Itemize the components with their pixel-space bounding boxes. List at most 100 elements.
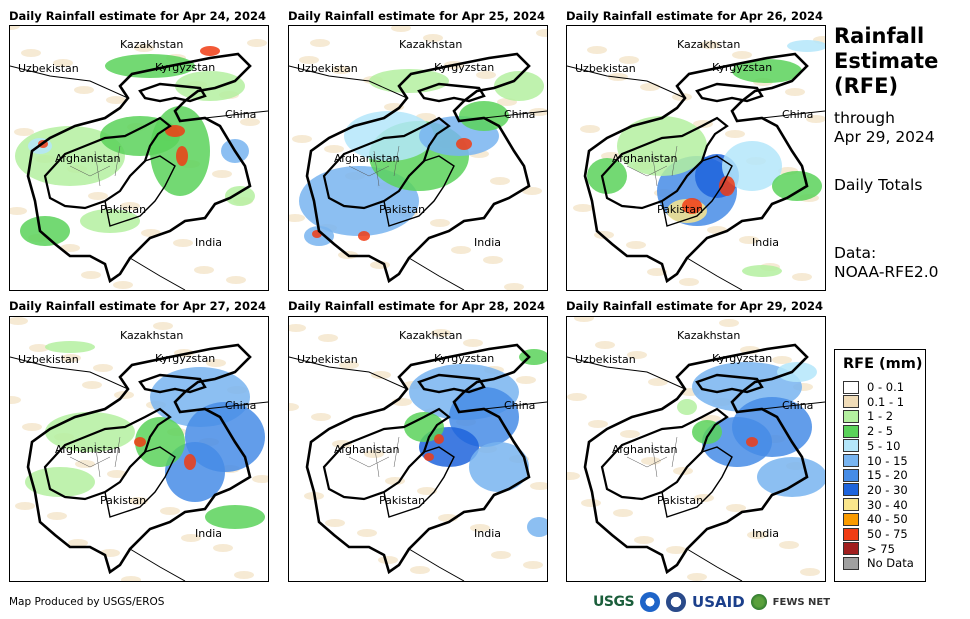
rain-cell <box>358 231 370 241</box>
drizzle-patch <box>53 59 73 67</box>
drizzle-patch <box>634 536 654 544</box>
drizzle-patch <box>247 39 267 47</box>
drizzle-patch <box>22 423 42 431</box>
legend-item: 1 - 2 <box>843 409 893 423</box>
side-data-source: NOAA-RFE2.0 <box>834 263 939 281</box>
drizzle-patch <box>719 319 739 327</box>
drizzle-patch <box>417 487 437 495</box>
label-china: China <box>782 399 813 412</box>
map-apr24: Kazakhstan Uzbekistan Kyrgyzstan China Afgha… <box>9 25 269 291</box>
drizzle-patch <box>476 71 496 79</box>
label-uzbekistan: Uzbekistan <box>297 62 358 75</box>
drizzle-patch <box>299 56 319 64</box>
rain-cell <box>722 141 782 191</box>
afghanistan-border <box>322 116 451 210</box>
legend-label: 30 - 40 <box>867 497 908 512</box>
label-uzbekistan: Uzbekistan <box>297 353 358 366</box>
province-border <box>69 145 121 187</box>
usaid-logo: USAID <box>692 593 745 611</box>
rain-cell <box>176 146 188 166</box>
province-border <box>626 145 678 187</box>
boundaries <box>10 52 268 290</box>
rain-cell <box>424 453 434 461</box>
rain-cell <box>469 442 529 492</box>
region-outline <box>26 52 252 284</box>
drizzle-patch <box>792 273 812 281</box>
map-canvas: Kazakhstan Uzbekistan Kyrgyzstan China Afgha… <box>289 324 547 581</box>
rain-cell <box>757 457 825 497</box>
usda-seal-icon <box>666 592 687 612</box>
legend-item: No Data <box>843 556 914 570</box>
label-uzbekistan: Uzbekistan <box>18 62 79 75</box>
drizzle-patch <box>252 475 268 483</box>
drizzle-patch <box>700 41 720 49</box>
rain-cell <box>225 186 255 206</box>
region-outline <box>583 343 809 575</box>
drizzle-patch <box>679 278 699 286</box>
drizzle-patch <box>15 502 35 510</box>
label-china: China <box>782 108 813 121</box>
country-border <box>204 110 268 119</box>
province-border <box>348 145 400 187</box>
kyrgyzstan-border <box>417 82 486 103</box>
legend-swatch <box>843 556 859 570</box>
fewsnet-logo: FEWS NET <box>772 596 831 608</box>
drizzle-patch <box>587 46 607 54</box>
label-india: India <box>195 527 222 540</box>
country-border <box>761 401 825 410</box>
boundaries <box>567 343 825 581</box>
rainfall-layer <box>573 36 825 286</box>
label-kyrgyzstan: Kyrgyzstan <box>712 61 772 74</box>
map-apr27: Kazakhstan Uzbekistan Kyrgyzstan China Afgha… <box>9 316 269 582</box>
drizzle-patch <box>240 118 260 126</box>
drizzle-patch <box>134 44 154 52</box>
drizzle-patch <box>567 393 587 401</box>
label-uzbekistan: Uzbekistan <box>575 353 636 366</box>
drizzle-patch <box>694 494 714 502</box>
legend-swatch <box>843 483 859 497</box>
drizzle-patch <box>516 376 536 384</box>
drizzle-patch <box>423 34 443 42</box>
drizzle-patch <box>463 339 483 347</box>
label-pakistan: Pakistan <box>379 494 425 507</box>
drizzle-patch <box>289 214 305 222</box>
drizzle-patch <box>483 256 503 264</box>
region-outline <box>26 343 252 575</box>
drizzle-patch <box>29 344 49 352</box>
drizzle-patch <box>234 571 254 579</box>
kyrgyzstan-border <box>138 373 207 394</box>
legend-swatch <box>843 439 859 453</box>
legend-swatch <box>843 468 859 482</box>
boundaries <box>567 52 825 290</box>
rain-cell <box>677 399 697 415</box>
rainfall-layer <box>10 317 268 581</box>
panel-title-apr29: Daily Rainfall estimate for Apr 29, 2024 <box>566 299 823 313</box>
legend-label: 1 - 2 <box>867 409 894 424</box>
drizzle-patch <box>673 467 693 475</box>
drizzle-patch <box>430 219 450 227</box>
drizzle-patch <box>14 128 34 136</box>
drizzle-patch <box>113 281 133 289</box>
drizzle-patch <box>128 497 148 505</box>
drizzle-patch <box>60 244 80 252</box>
drizzle-patch <box>451 246 471 254</box>
rain-cell <box>175 71 245 101</box>
label-afghanistan: Afghanistan <box>55 443 121 456</box>
label-pakistan: Pakistan <box>379 203 425 216</box>
rain-cell <box>777 362 817 382</box>
drizzle-patch <box>10 317 28 325</box>
label-kazakhstan: Kazakhstan <box>677 329 740 342</box>
drizzle-patch <box>619 56 639 64</box>
side-totals: Daily Totals <box>834 176 923 194</box>
map-apr25: Kazakhstan Uzbekistan Kyrgyzstan China Afgha… <box>288 25 548 291</box>
drizzle-patch <box>10 207 27 215</box>
pakistan-border <box>383 446 455 518</box>
country-border <box>408 257 465 290</box>
drizzle-patch <box>573 204 593 212</box>
boundaries <box>289 52 547 290</box>
label-kazakhstan: Kazakhstan <box>120 329 183 342</box>
rain-cell <box>682 198 702 214</box>
drizzle-patch <box>81 271 101 279</box>
rain-cell <box>587 158 627 194</box>
